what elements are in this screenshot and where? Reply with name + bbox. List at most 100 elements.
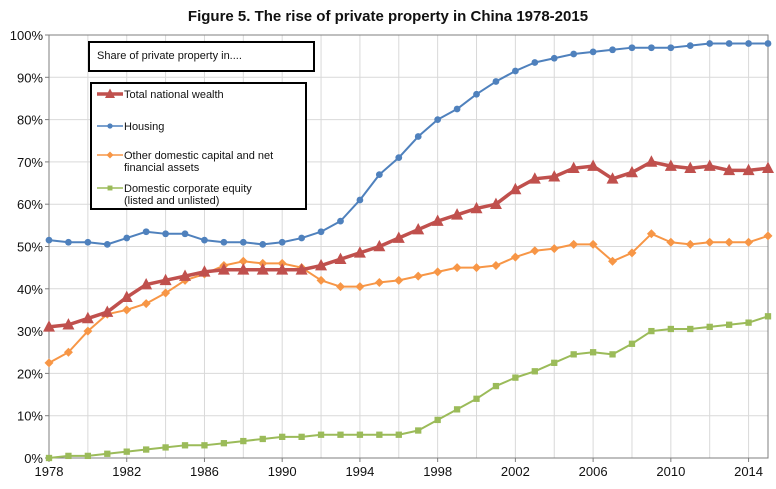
data-point	[646, 229, 656, 239]
data-point	[395, 154, 403, 162]
data-point	[81, 311, 94, 324]
data-point	[628, 340, 636, 347]
data-point	[548, 170, 561, 182]
data-point	[355, 282, 365, 292]
data-point	[84, 452, 92, 460]
data-point	[123, 448, 130, 455]
data-point	[570, 351, 577, 358]
data-point	[433, 267, 443, 277]
data-point	[141, 299, 151, 309]
data-point	[279, 433, 286, 440]
data-point	[161, 288, 171, 298]
data-point	[335, 282, 345, 292]
series-circle	[45, 40, 772, 248]
data-point	[589, 48, 597, 56]
x-tick-label: 2002	[501, 464, 530, 479]
data-point	[451, 208, 464, 220]
data-point	[220, 440, 228, 447]
data-point	[334, 252, 347, 264]
data-point	[723, 163, 736, 176]
data-point	[764, 40, 772, 47]
legend-swatch-marker	[105, 88, 115, 98]
data-point	[706, 40, 714, 47]
data-point	[104, 450, 111, 457]
data-point	[395, 431, 402, 438]
data-point	[491, 261, 501, 271]
data-point	[550, 54, 558, 62]
data-point	[703, 159, 716, 171]
data-point	[452, 263, 462, 273]
data-point	[470, 201, 483, 214]
data-point	[239, 238, 247, 246]
data-point	[625, 165, 638, 178]
data-point	[143, 446, 150, 453]
data-point	[217, 263, 230, 275]
data-point	[356, 196, 364, 204]
data-point	[705, 237, 715, 247]
data-point	[162, 230, 169, 238]
data-point	[434, 116, 442, 123]
data-point	[120, 290, 133, 303]
data-point	[376, 431, 383, 438]
data-point	[588, 239, 598, 249]
data-point	[295, 263, 308, 275]
legend-label: Domestic corporate equity	[124, 183, 252, 195]
data-point	[181, 230, 189, 238]
y-tick-label: 50%	[17, 240, 43, 255]
y-tick-label: 100%	[10, 28, 44, 43]
data-point	[453, 105, 461, 113]
data-point	[645, 155, 658, 167]
data-point	[549, 244, 559, 254]
data-point	[337, 431, 344, 438]
data-point	[627, 248, 637, 258]
data-point	[528, 172, 541, 184]
data-point	[666, 237, 676, 247]
chart-title: Figure 5. The rise of private property i…	[188, 8, 588, 25]
data-point	[65, 452, 72, 460]
data-point	[744, 237, 754, 247]
data-point	[316, 275, 326, 285]
data-point	[122, 305, 132, 315]
y-tick-label: 0%	[24, 451, 43, 466]
data-point	[531, 59, 539, 66]
y-tick-label: 90%	[17, 70, 43, 85]
data-point	[512, 67, 519, 75]
y-tick-label: 20%	[17, 366, 43, 381]
legend-swatch-marker	[106, 151, 114, 159]
series-layer	[43, 40, 774, 462]
series-line	[48, 315, 769, 459]
data-point	[512, 374, 519, 381]
data-point	[45, 454, 53, 462]
legend-title: Share of private property in....	[97, 50, 242, 62]
data-point	[256, 263, 269, 275]
y-tick-label: 10%	[17, 409, 43, 424]
data-point	[685, 239, 695, 249]
data-point	[198, 265, 211, 277]
data-point	[413, 271, 423, 281]
data-point	[45, 236, 53, 244]
data-point	[159, 273, 172, 286]
data-point	[609, 46, 616, 54]
data-point	[63, 347, 73, 357]
data-point	[140, 277, 153, 290]
legend-label: Other domestic capital and net	[124, 150, 273, 162]
data-point	[648, 327, 655, 335]
data-point	[684, 161, 697, 174]
data-point	[567, 161, 580, 174]
data-point	[706, 323, 713, 331]
data-point	[725, 321, 733, 328]
x-tick-label: 2006	[579, 464, 608, 479]
data-point	[725, 40, 733, 47]
data-point	[724, 237, 734, 247]
data-point	[237, 263, 250, 275]
data-point	[742, 163, 755, 176]
data-point	[317, 431, 325, 438]
data-point	[763, 231, 773, 241]
data-point	[412, 222, 425, 235]
data-point	[238, 256, 248, 266]
data-point	[259, 241, 267, 248]
data-point	[664, 159, 677, 171]
data-point	[415, 427, 422, 434]
data-point	[453, 406, 461, 413]
